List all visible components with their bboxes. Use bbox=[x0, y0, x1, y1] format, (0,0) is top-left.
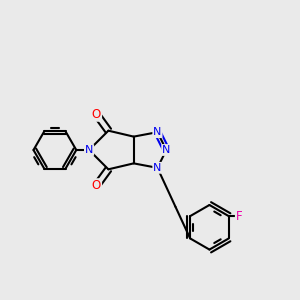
Text: F: F bbox=[236, 210, 242, 223]
Text: N: N bbox=[153, 163, 162, 173]
Text: N: N bbox=[162, 145, 170, 155]
Text: O: O bbox=[92, 179, 101, 192]
Text: N: N bbox=[153, 127, 162, 137]
Text: N: N bbox=[85, 145, 93, 155]
Text: O: O bbox=[92, 108, 101, 121]
